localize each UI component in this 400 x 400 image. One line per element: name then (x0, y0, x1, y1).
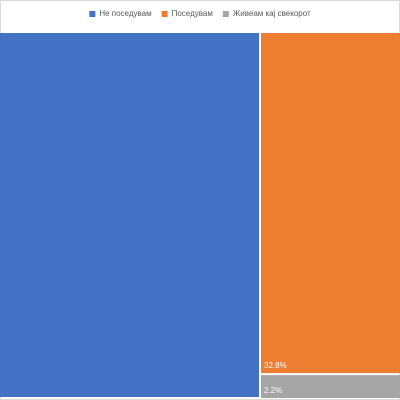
legend-label: Живеам кај свекорот (233, 9, 311, 18)
legend-marker (222, 11, 229, 17)
legend-marker (89, 11, 96, 17)
treemap-tile (0, 33, 259, 397)
legend-label: Поседувам (172, 9, 213, 18)
legend-marker (161, 11, 168, 17)
data-label: 32.8% (264, 361, 287, 370)
treemap-tile (261, 375, 400, 398)
legend-label: Не поседувам (99, 9, 151, 18)
treemap-tile (261, 33, 400, 374)
data-label: 2.2% (264, 386, 282, 395)
